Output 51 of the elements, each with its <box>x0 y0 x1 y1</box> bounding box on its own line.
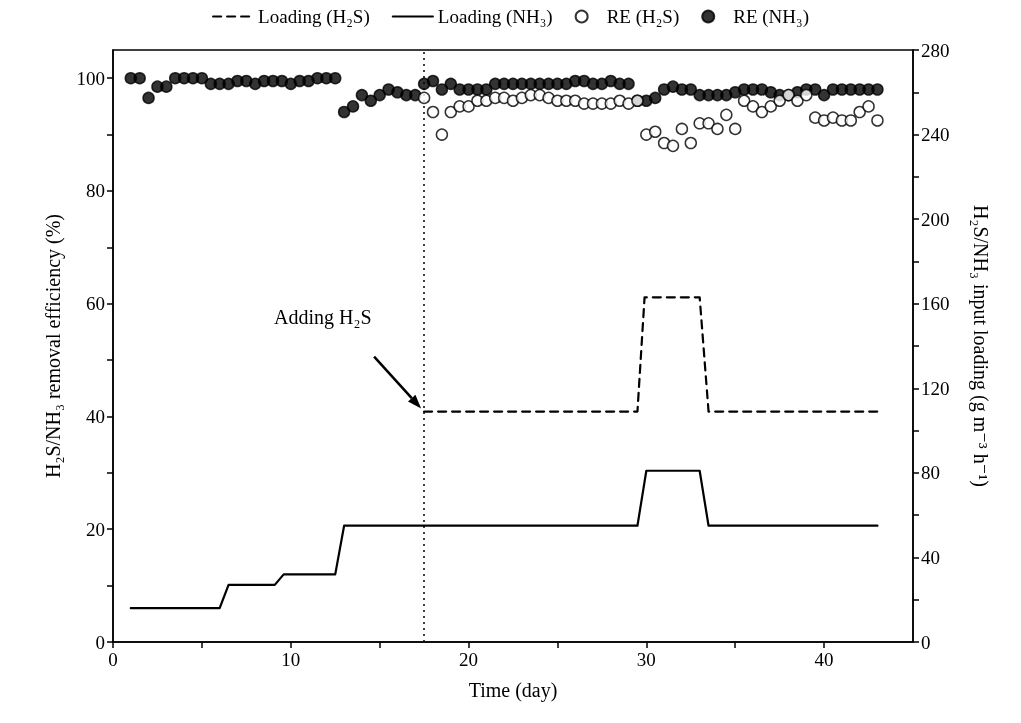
legend-label: Loading (NH₃) <box>437 6 553 28</box>
point <box>755 105 769 119</box>
point <box>444 105 458 119</box>
point <box>728 122 742 136</box>
point <box>684 136 698 150</box>
y2-tick-label: 120 <box>921 377 950 399</box>
point <box>844 114 858 127</box>
point <box>764 100 778 113</box>
point <box>853 105 866 119</box>
y2-tick-label: 200 <box>921 208 950 230</box>
point <box>648 125 662 138</box>
x-tick-label: 40 <box>814 649 834 670</box>
x-tick-label: 30 <box>636 649 656 670</box>
legend-label: RE (H₂S) <box>606 6 680 28</box>
y-tick-label: 60 <box>86 293 105 315</box>
y2-tick-label: 40 <box>921 546 940 568</box>
x-tick-label: 0 <box>108 649 118 670</box>
y2-tick-label: 0 <box>921 631 931 653</box>
legend-label: RE (NH₃) <box>733 6 809 28</box>
point <box>711 122 724 136</box>
y-tick-label: 20 <box>86 518 105 540</box>
y2-tick-label: 160 <box>921 293 950 315</box>
point <box>791 94 804 107</box>
point <box>737 94 751 107</box>
point <box>862 100 875 113</box>
y-axis-title: H₂S/NH₃ removal efficiency (%) <box>42 213 65 479</box>
point <box>746 100 760 113</box>
point <box>871 114 884 127</box>
y-tick-label: 0 <box>95 631 105 653</box>
y2-tick-label: 280 <box>921 39 950 61</box>
y-tick-label: 40 <box>86 405 105 427</box>
point <box>720 108 733 122</box>
annotation: Adding H₂S <box>274 305 372 329</box>
x-axis-title: Time (day) <box>468 679 558 702</box>
x-tick-label: 10 <box>281 649 301 670</box>
point <box>773 94 786 107</box>
y2-tick-label: 80 <box>921 462 940 484</box>
point <box>800 88 813 102</box>
y-tick-label: 100 <box>76 67 105 89</box>
y-tick-label: 80 <box>86 180 105 202</box>
point <box>426 105 440 119</box>
y2-axis-title: H₂S/NH₃ input loading (g m⁻³ h⁻¹) <box>969 204 992 488</box>
point <box>666 139 680 153</box>
x-tick-label: 20 <box>459 649 479 670</box>
point <box>702 117 715 130</box>
point <box>435 128 449 141</box>
point <box>417 91 431 105</box>
point <box>462 100 475 113</box>
point <box>675 122 689 136</box>
legend-label: Loading (H₂S) <box>258 6 370 28</box>
y2-tick-label: 240 <box>921 124 950 146</box>
